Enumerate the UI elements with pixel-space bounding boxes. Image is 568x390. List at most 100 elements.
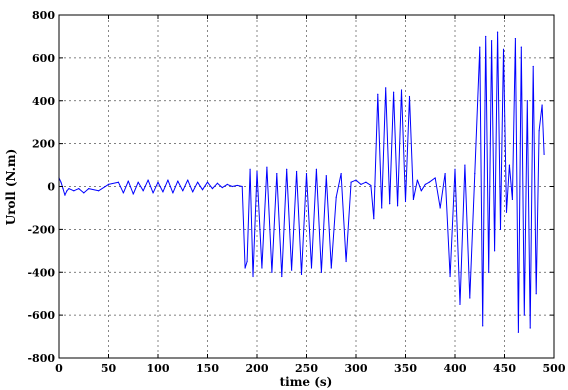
y-tick-label: 600	[32, 52, 55, 65]
y-axis-label: Uroll (N.m)	[4, 149, 18, 226]
data-point	[396, 205, 399, 207]
data-point	[464, 164, 466, 166]
data-point	[211, 188, 214, 190]
data-point	[132, 193, 134, 195]
data-point	[98, 190, 100, 192]
data-point	[454, 168, 456, 170]
x-tick-label: 200	[246, 362, 269, 375]
data-point	[252, 275, 254, 278]
series-line-group	[58, 31, 545, 333]
data-point	[400, 89, 403, 91]
data-point	[408, 95, 411, 98]
data-point	[157, 181, 159, 183]
data-point	[494, 250, 496, 252]
data-point	[249, 168, 251, 170]
data-point	[182, 190, 184, 192]
data-point	[177, 180, 179, 182]
data-point	[412, 198, 415, 200]
data-point	[508, 164, 511, 166]
x-tick-label: 450	[493, 362, 516, 375]
x-tick-label: 0	[55, 362, 63, 375]
data-point	[365, 181, 367, 183]
data-point	[496, 31, 499, 33]
data-point	[216, 182, 218, 184]
data-point	[535, 293, 537, 295]
data-point	[315, 168, 317, 170]
data-point	[529, 327, 531, 329]
data-point	[281, 275, 283, 278]
data-point	[261, 267, 263, 269]
data-point	[66, 190, 68, 192]
x-tick-label: 400	[444, 362, 467, 375]
data-point	[226, 183, 228, 185]
data-point	[117, 181, 119, 183]
data-point	[538, 130, 540, 132]
data-point	[276, 173, 278, 175]
x-tick-label: 250	[295, 362, 318, 375]
data-point	[122, 192, 124, 194]
y-tick-label: 800	[32, 9, 55, 22]
data-point	[286, 168, 288, 170]
x-tick-label: 350	[394, 362, 417, 375]
grid-lines	[59, 15, 554, 358]
data-point	[416, 179, 418, 181]
data-point	[310, 267, 313, 269]
data-point	[296, 170, 298, 173]
y-tick-label: 200	[32, 138, 55, 151]
data-point	[385, 87, 387, 89]
x-axis-label: time (s)	[280, 375, 333, 389]
data-point	[300, 273, 303, 275]
data-point	[127, 180, 129, 182]
tick-marks	[58, 14, 555, 359]
data-point	[511, 198, 514, 200]
data-point	[78, 188, 80, 190]
data-point	[68, 188, 70, 190]
data-point	[444, 173, 446, 175]
x-tick-label: 50	[101, 362, 117, 375]
data-point	[73, 190, 75, 192]
data-point	[107, 183, 110, 185]
data-point	[543, 153, 545, 155]
data-point	[256, 170, 258, 173]
data-point	[340, 173, 342, 175]
data-point	[373, 218, 375, 220]
data-point	[350, 181, 352, 183]
data-point	[434, 177, 436, 179]
data-point	[523, 314, 525, 316]
data-point	[88, 188, 90, 190]
data-point	[62, 188, 64, 190]
data-point	[355, 179, 357, 181]
data-point	[424, 183, 426, 185]
data-point	[201, 189, 204, 191]
data-point	[137, 181, 139, 183]
data-point	[499, 228, 502, 230]
data-point	[236, 184, 238, 187]
data-point	[330, 267, 332, 269]
data-point	[231, 185, 233, 188]
data-point	[192, 191, 194, 193]
y-tick-label: -200	[27, 223, 55, 236]
data-point	[162, 191, 164, 193]
data-point	[520, 46, 522, 48]
data-point	[469, 297, 471, 299]
data-point	[147, 179, 149, 181]
data-point	[449, 275, 451, 278]
data-point	[320, 271, 322, 273]
data-point	[502, 48, 505, 50]
x-tick-label: 300	[345, 362, 368, 375]
data-point	[271, 271, 273, 273]
data-point	[459, 303, 461, 306]
data-point	[360, 183, 362, 185]
data-point	[517, 331, 519, 333]
data-point	[389, 203, 391, 205]
data-point	[370, 184, 372, 187]
data-point	[206, 181, 209, 183]
x-tick-labels: 0 50 100 150 200 250 300 350 400 450 500	[55, 362, 566, 375]
data-point	[541, 104, 543, 106]
data-point	[335, 196, 337, 198]
data-point	[305, 173, 308, 175]
data-point	[64, 194, 66, 196]
data-point	[167, 179, 169, 181]
